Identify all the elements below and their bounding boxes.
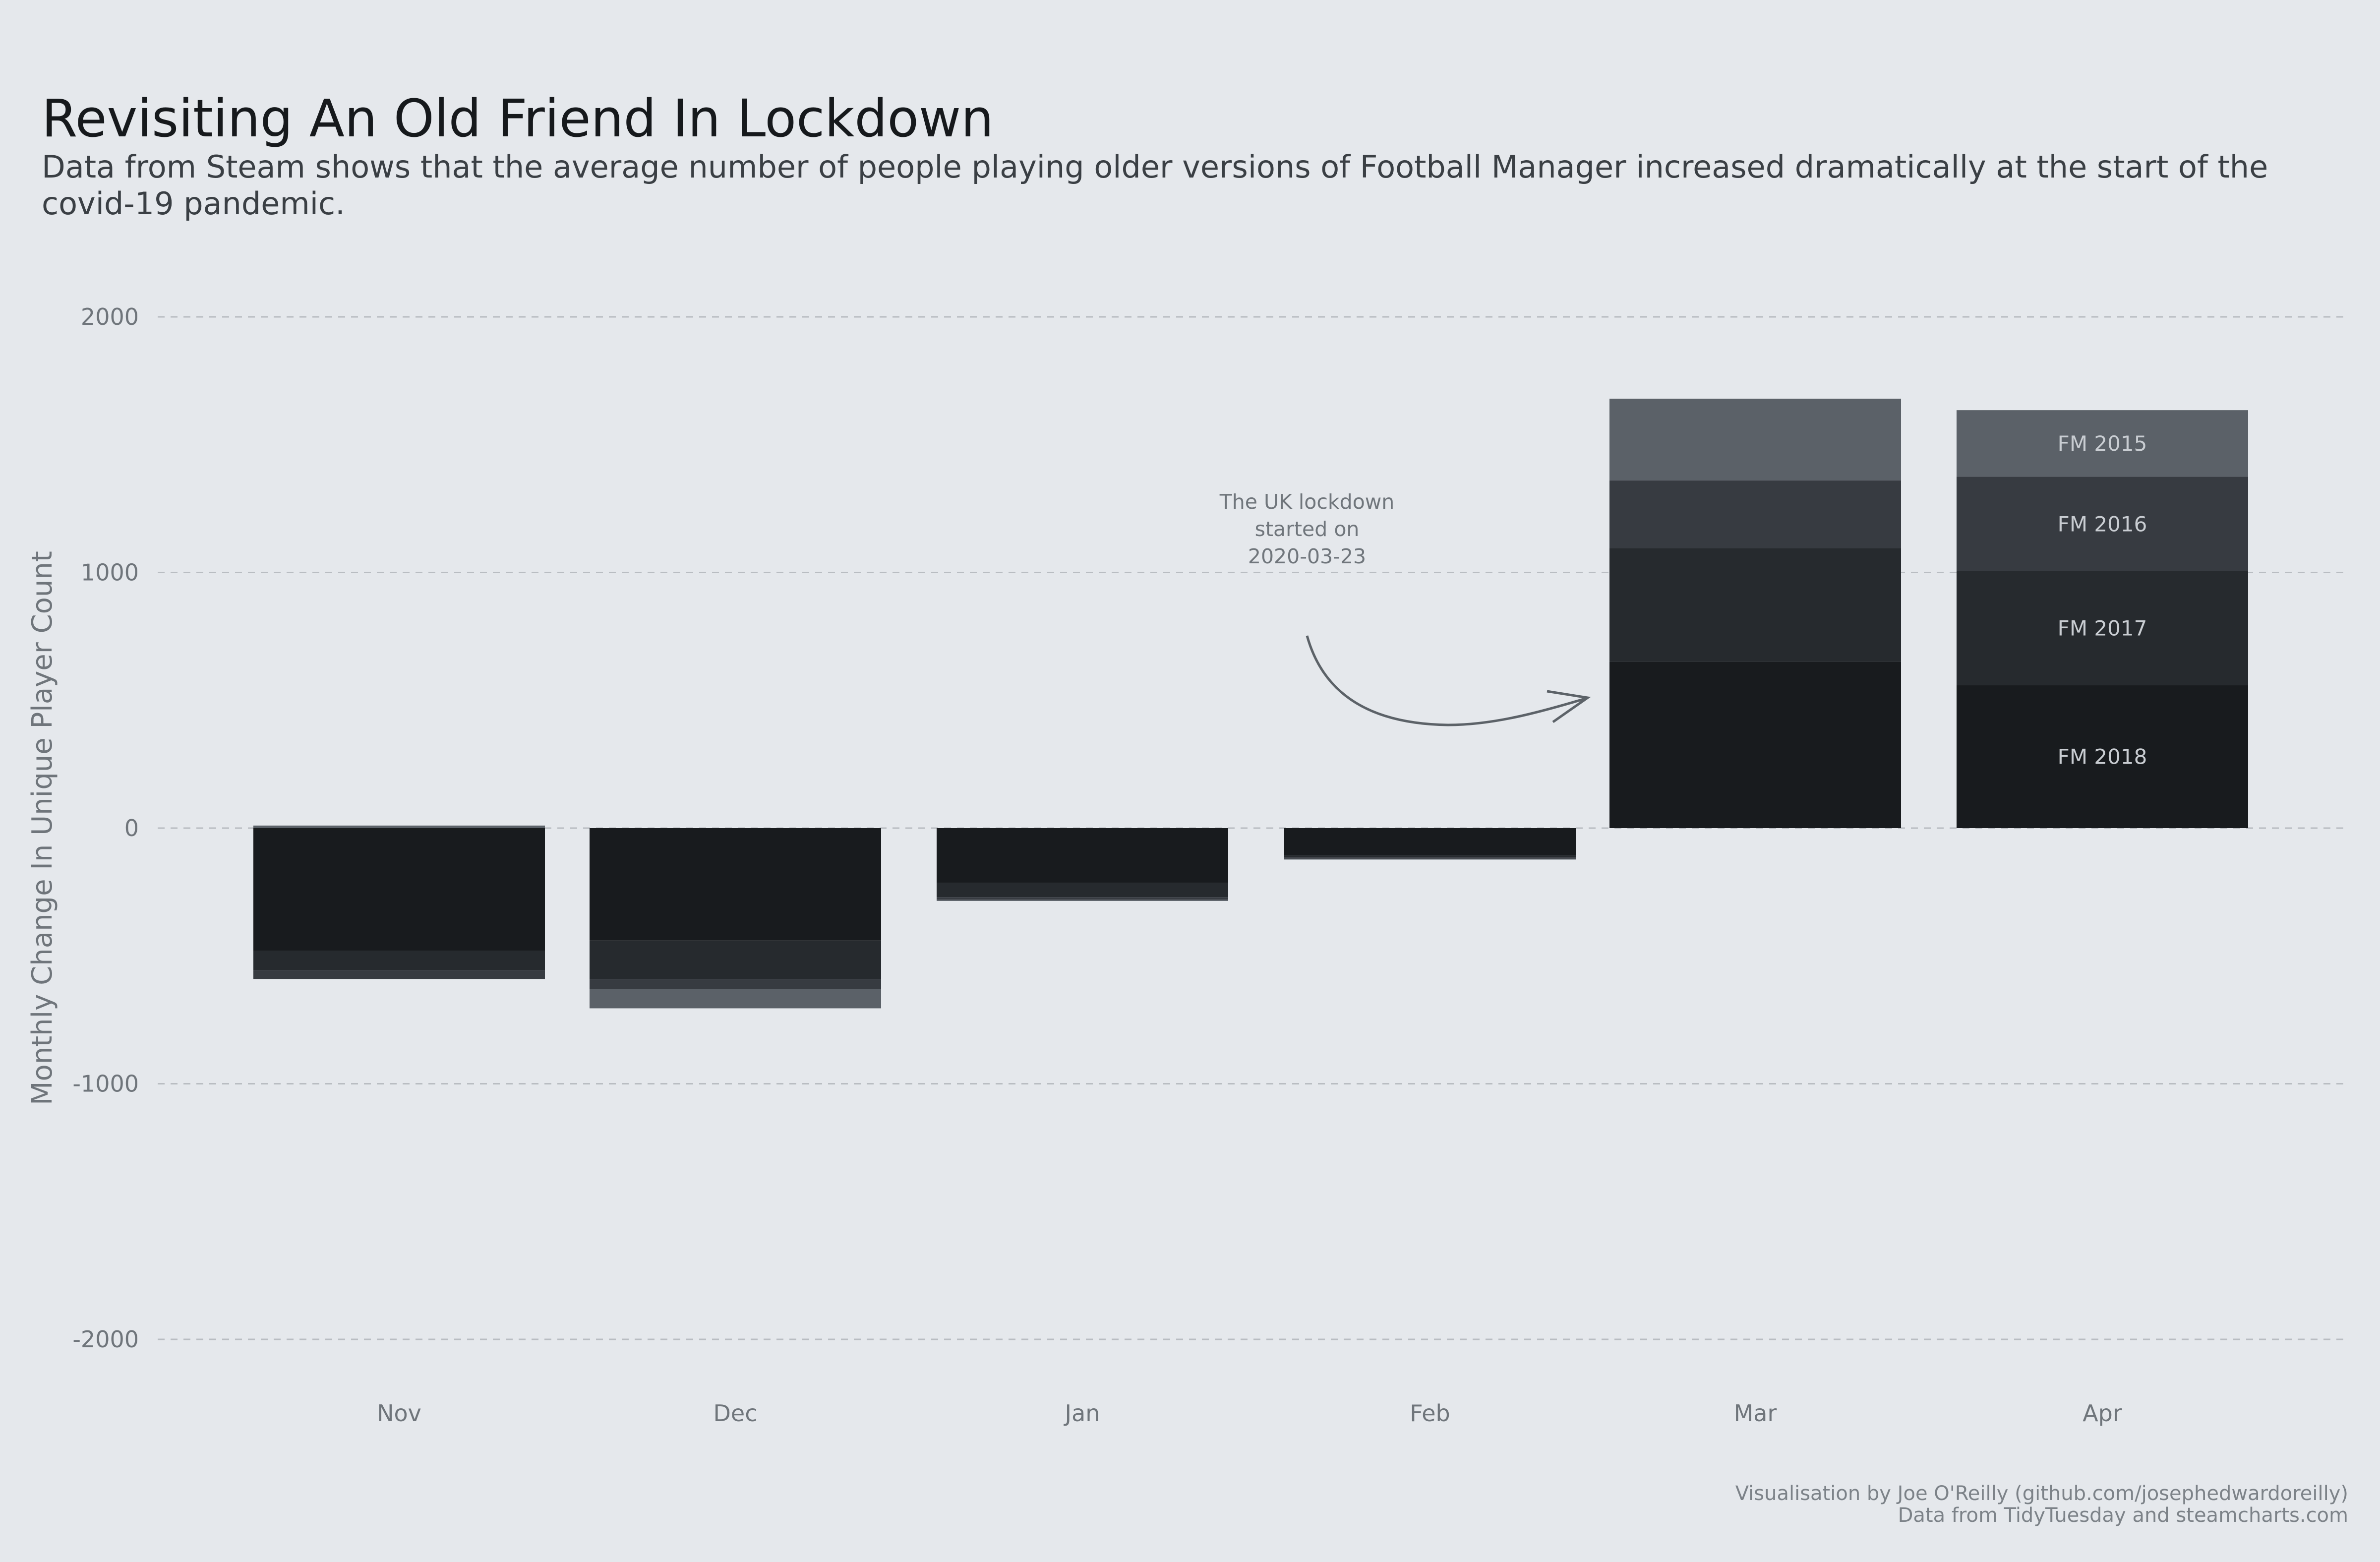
bar-segment (253, 970, 545, 979)
bar-segment (1284, 828, 1576, 855)
y-axis-label: Monthly Change In Unique Player Count (26, 551, 59, 1105)
bar-segment (1957, 410, 2248, 477)
series-label: FM 2015 (2058, 431, 2147, 456)
bar-segment (937, 900, 1228, 901)
bar-segment (937, 828, 1228, 883)
lockdown-annotation: The UK lockdown started on 2020-03-23 (1219, 490, 1591, 726)
bar-segment (590, 989, 881, 1009)
bar-segment (590, 979, 881, 989)
bar-segment (937, 897, 1228, 900)
y-tick-label: 1000 (81, 559, 139, 586)
bar-segment (1609, 480, 1901, 548)
bar-segment (1609, 548, 1901, 662)
series-label: FM 2018 (2058, 745, 2147, 769)
bar-segment (253, 825, 545, 828)
annotation-line-2: started on (1255, 517, 1360, 541)
x-axis-ticks: Nov Dec Jan Feb Mar Apr (377, 1400, 2122, 1427)
caption-credit: Visualisation by Joe O'Reilly (github.co… (1735, 1482, 2348, 1505)
series-label: FM 2016 (2058, 512, 2147, 537)
x-tick-label: Mar (1734, 1400, 1777, 1427)
bar-segment (937, 883, 1228, 898)
y-tick-label: -1000 (72, 1071, 139, 1097)
caption-source: Data from TidyTuesday and steamcharts.co… (1898, 1504, 2348, 1527)
annotation-arrow (1306, 635, 1587, 726)
bar-segment (590, 940, 881, 979)
bar-segment (1957, 477, 2248, 571)
bar-segment (1284, 858, 1576, 860)
x-tick-label: Apr (2082, 1400, 2122, 1427)
annotation-arrowhead (1547, 690, 1591, 723)
bar-segment (1957, 571, 2248, 685)
y-tick-label: 2000 (81, 303, 139, 330)
x-tick-label: Feb (1410, 1400, 1450, 1427)
x-tick-label: Dec (713, 1400, 757, 1427)
annotation-line-1: The UK lockdown (1219, 490, 1395, 514)
bar-segment (1284, 855, 1576, 858)
bar-segment (253, 951, 545, 970)
bars (253, 398, 2248, 1009)
series-labels: FM 2018 FM 2017 FM 2016 FM 2015 (2058, 431, 2147, 769)
series-label: FM 2017 (2058, 616, 2147, 641)
annotation-line-3: 2020-03-23 (1248, 544, 1366, 568)
y-axis-ticks: 2000 1000 0 -1000 -2000 (72, 303, 139, 1353)
x-tick-label: Jan (1064, 1400, 1100, 1427)
bar-segment (1609, 398, 1901, 481)
bar-segment (1609, 661, 1901, 828)
bar-segment (1957, 685, 2248, 828)
y-tick-label: 0 (124, 815, 139, 841)
bar-segment (1284, 857, 1576, 859)
x-tick-label: Nov (377, 1400, 421, 1427)
y-tick-label: -2000 (72, 1326, 139, 1353)
chart-subtitle: Data from Steam shows that the average n… (42, 149, 2268, 222)
bar-segment (590, 828, 881, 941)
bar-segment (253, 828, 545, 951)
chart-title: Revisiting An Old Friend In Lockdown (42, 88, 994, 149)
caption: Visualisation by Joe O'Reilly (github.co… (1735, 1483, 2348, 1526)
